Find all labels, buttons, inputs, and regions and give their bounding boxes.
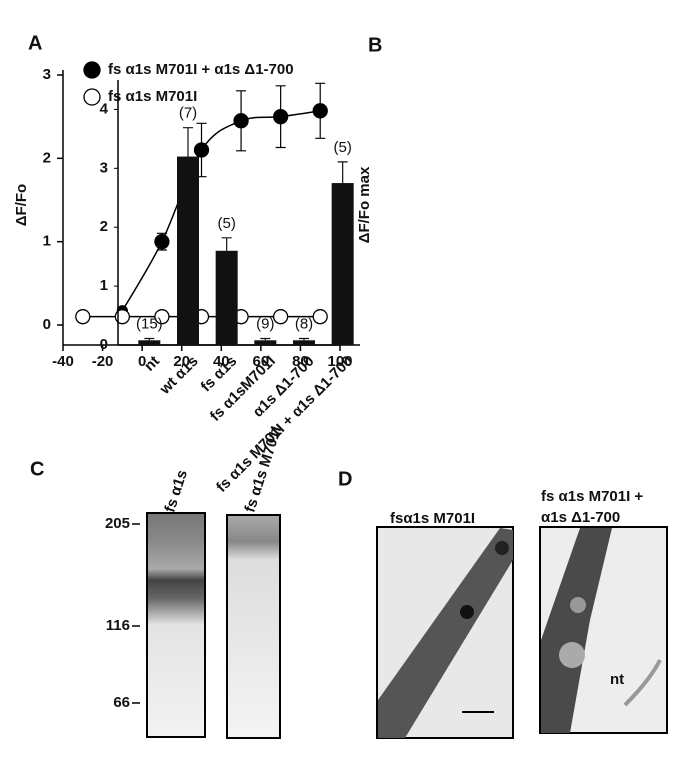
n-label: (8) <box>295 315 313 332</box>
bar <box>177 156 199 345</box>
x-tick-label: -20 <box>92 353 114 370</box>
y-axis-title: ΔF/Fo max <box>356 166 373 243</box>
error-bar <box>221 237 232 251</box>
marker-label: 205 <box>105 515 130 532</box>
bar <box>331 183 354 345</box>
fiber <box>623 659 662 707</box>
x-tick-label: 60 <box>253 353 270 370</box>
x-tick-label: 40 <box>213 353 230 370</box>
data-point <box>272 109 289 125</box>
marker-label: 66 <box>113 694 130 711</box>
x-tick-label: 80 <box>292 353 309 370</box>
y-tick-label: 4 <box>100 100 109 117</box>
vacuole <box>559 642 585 668</box>
data-point <box>114 309 131 325</box>
data-point <box>193 142 210 158</box>
panel-label: B <box>368 34 382 56</box>
micrographs: fsα1s M701I fs α1s M701I + α1s Δ1-700 nt <box>376 488 668 739</box>
bar <box>138 340 161 345</box>
y-tick-label: 3 <box>43 66 51 83</box>
y-tick-label: 0 <box>43 316 51 333</box>
x-tick-label: 0 <box>138 353 146 370</box>
data-point <box>312 309 328 325</box>
y-tick-label: 2 <box>43 149 51 166</box>
y-tick-label: 1 <box>100 277 108 294</box>
legend-marker <box>83 61 101 79</box>
bar <box>293 340 315 345</box>
legend-marker <box>83 88 101 106</box>
x-tick-label: -40 <box>52 353 74 370</box>
y-tick-label: 1 <box>43 233 51 250</box>
lane-label: fs α1s <box>161 468 191 515</box>
bar <box>254 340 277 345</box>
data-point <box>233 113 249 129</box>
n-label: (7) <box>179 105 197 122</box>
vacuole <box>570 597 586 613</box>
y-tick-label: 2 <box>100 218 108 235</box>
y-tick-label: 3 <box>100 159 108 176</box>
image-caption: α1s Δ1-700 <box>541 509 620 526</box>
n-label: (9) <box>256 315 274 332</box>
data-point <box>154 309 170 325</box>
n-label: (15) <box>136 315 163 332</box>
error-bar <box>144 337 155 341</box>
y-tick-label: 0 <box>100 336 108 353</box>
marker-label: 116 <box>106 617 130 634</box>
blot-lane <box>146 512 206 738</box>
y-axis-title: ΔF/Fo <box>13 184 30 226</box>
legend-label: fs α1s M701I <box>108 88 197 105</box>
x-tick-label: 100 <box>327 353 352 370</box>
nucleus <box>460 605 474 619</box>
x-tick-label: 20 <box>173 353 190 370</box>
western-blot: fs α1s fs α1s M701I 205 116 66 <box>105 424 285 739</box>
nucleus <box>495 541 509 555</box>
legend-label: fs α1s M701I + α1s Δ1-700 <box>108 61 294 78</box>
data-point <box>272 309 289 325</box>
panel-label: D <box>338 468 352 490</box>
error-bar <box>183 127 193 157</box>
image-caption: fsα1s M701I <box>390 510 475 527</box>
error-bar <box>299 337 309 341</box>
image-note: nt <box>610 671 624 688</box>
data-point <box>154 234 170 250</box>
n-label: (5) <box>217 215 235 232</box>
bar <box>215 250 238 345</box>
panel-label: C <box>30 458 44 480</box>
panel-label: A <box>28 32 42 54</box>
error-bar <box>337 161 348 184</box>
n-label: (5) <box>333 139 351 156</box>
image-caption: fs α1s M701I + <box>541 488 643 505</box>
data-point <box>75 309 91 325</box>
blot-lane <box>226 514 281 739</box>
fiber <box>378 528 513 738</box>
data-point <box>312 103 328 119</box>
error-bar <box>260 337 271 341</box>
fiber <box>541 528 612 733</box>
